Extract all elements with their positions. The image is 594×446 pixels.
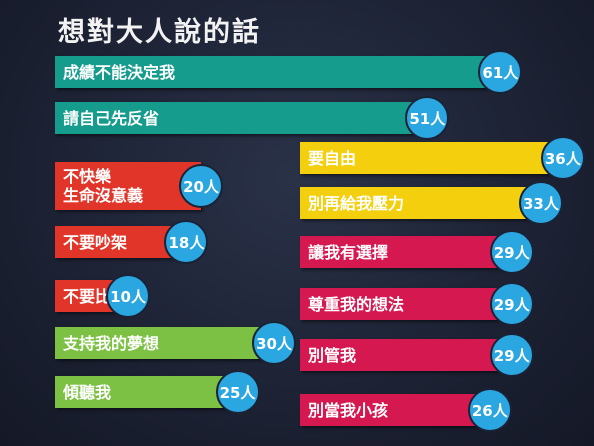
value-label: 61人 <box>478 50 523 94</box>
bar: 尊重我的想法 <box>300 288 512 320</box>
value-label: 51人 <box>405 96 450 140</box>
value-label: 29人 <box>489 230 534 274</box>
value-label: 18人 <box>164 220 209 264</box>
bar: 傾聽我 <box>55 376 238 408</box>
bar: 別再給我壓力 <box>300 187 541 219</box>
bar: 別當我小孩 <box>300 394 490 426</box>
value-label: 30人 <box>252 321 296 365</box>
bar: 別管我 <box>300 339 512 371</box>
value-label: 29人 <box>489 333 534 377</box>
bar: 支持我的夢想 <box>55 327 274 359</box>
value-label: 29人 <box>489 282 534 326</box>
bar: 要自由 <box>300 142 563 174</box>
bar: 請自己先反省 <box>55 102 428 134</box>
value-label: 26人 <box>467 388 512 432</box>
value-label: 36人 <box>540 136 585 180</box>
value-label: 33人 <box>518 181 563 225</box>
bar: 成績不能決定我 <box>55 56 501 88</box>
bar: 讓我有選擇 <box>300 236 512 268</box>
value-label: 25人 <box>215 370 260 414</box>
value-label: 10人 <box>106 274 150 318</box>
value-label: 20人 <box>179 164 223 208</box>
chart-title: 想對大人說的話 <box>58 17 261 48</box>
bar: 不快樂 生命沒意義 <box>55 162 201 210</box>
